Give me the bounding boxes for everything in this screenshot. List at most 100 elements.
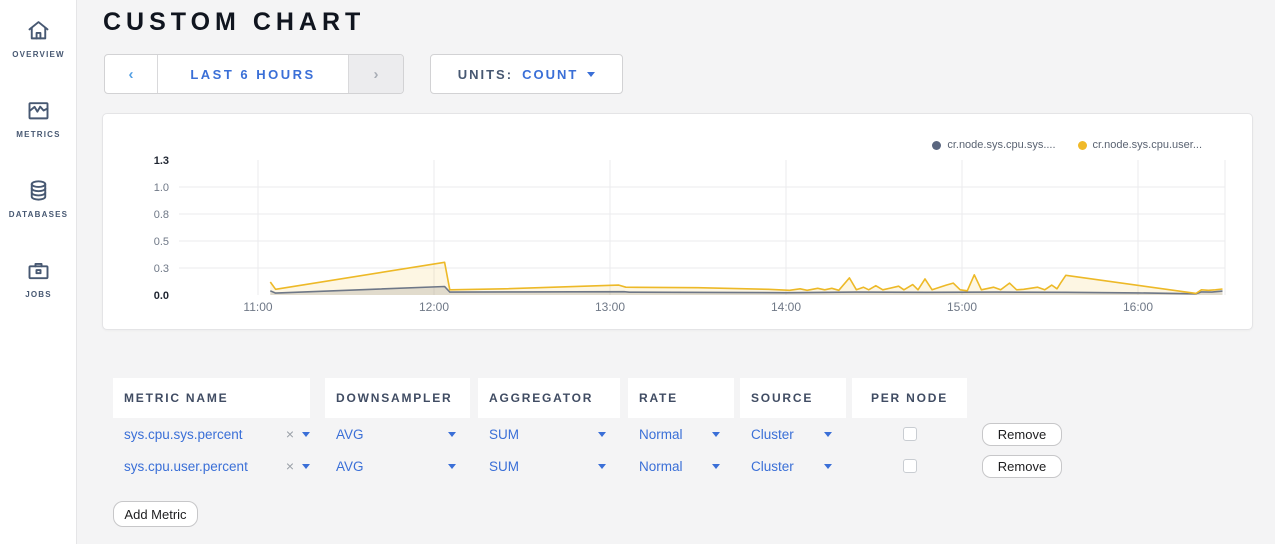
actions-cell: Remove: [982, 422, 1078, 446]
main-content: CUSTOM CHART ‹ LAST 6 HOURS › UNITS: COU…: [77, 0, 1275, 544]
downsampler-value: AVG: [336, 458, 364, 474]
chevron-down-icon: [712, 431, 720, 437]
column-header-rate: RATE: [628, 378, 734, 418]
source-select[interactable]: Cluster: [740, 459, 846, 474]
chevron-down-icon[interactable]: [302, 431, 310, 437]
column-header-downsampler: DOWNSAMPLER: [325, 378, 470, 418]
x-axis-tick-label: 13:00: [595, 300, 625, 314]
chevron-down-icon: [712, 463, 720, 469]
downsampler-select[interactable]: AVG: [325, 459, 470, 474]
aggregator-select[interactable]: SUM: [478, 459, 620, 474]
chevron-down-icon: [448, 431, 456, 437]
add-metric-button[interactable]: Add Metric: [113, 501, 198, 527]
sidebar-item-databases[interactable]: DATABASES: [0, 160, 77, 240]
x-axis-tick-label: 12:00: [419, 300, 449, 314]
page-title: CUSTOM CHART: [103, 8, 366, 36]
chevron-down-icon: [587, 71, 596, 77]
clear-metric-icon[interactable]: ×: [285, 426, 294, 442]
time-range-dropdown[interactable]: LAST 6 HOURS: [158, 55, 348, 93]
aggregator-select[interactable]: SUM: [478, 427, 620, 442]
y-axis-tick-label: 0.5: [154, 236, 169, 248]
chevron-down-icon: [598, 431, 606, 437]
legend-item-user[interactable]: cr.node.sys.cpu.user...: [1077, 139, 1202, 151]
per-node-checkbox[interactable]: [902, 427, 917, 441]
sidebar-item-jobs[interactable]: JOBS: [0, 240, 77, 320]
custom-chart-canvas: 11:00 12:00 13:00 14:00 15:00 16:00 0.0 0.3 0.5 0…: [154, 155, 1226, 314]
legend-item-sys[interactable]: cr.node.sys.cpu.sys....: [932, 139, 1056, 151]
actions-cell: Remove: [982, 454, 1078, 478]
chart-legend: cr.node.sys.cpu.sys.... cr.node.sys.cpu.…: [932, 139, 1202, 151]
source-value: Cluster: [751, 458, 794, 474]
per-node-cell: [852, 427, 967, 441]
sidebar-item-label: OVERVIEW: [12, 50, 65, 59]
briefcase-icon: [25, 257, 52, 284]
source-select[interactable]: Cluster: [740, 427, 846, 442]
chevron-left-icon: ‹: [128, 65, 134, 83]
downsampler-select[interactable]: AVG: [325, 427, 470, 442]
metrics-table: METRIC NAME DOWNSAMPLER AGGREGATOR RATE …: [113, 378, 1078, 482]
metric-name-value[interactable]: sys.cpu.user.percent: [124, 458, 248, 474]
metrics-graph-icon: [25, 97, 52, 124]
table-row: sys.cpu.user.percent × AVG SUM Normal Cl…: [113, 450, 1078, 482]
chevron-right-icon: ›: [373, 65, 379, 83]
column-header-metric-name: METRIC NAME: [113, 378, 310, 418]
x-axis-tick-label: 14:00: [771, 300, 801, 314]
time-range-next-button[interactable]: ›: [348, 55, 403, 93]
series-line-1: [269, 261, 1223, 295]
metrics-table-header: METRIC NAME DOWNSAMPLER AGGREGATOR RATE …: [113, 378, 1078, 418]
metric-name-cell: sys.cpu.sys.percent ×: [113, 426, 310, 442]
y-axis-tick-label: 1.3: [154, 155, 169, 167]
x-axis-tick-label: 15:00: [947, 300, 977, 314]
clear-metric-icon[interactable]: ×: [285, 458, 294, 474]
chevron-down-icon: [598, 463, 606, 469]
chevron-down-icon: [824, 431, 832, 437]
aggregator-value: SUM: [489, 426, 519, 442]
metric-name-value[interactable]: sys.cpu.sys.percent: [124, 426, 243, 442]
column-header-aggregator: AGGREGATOR: [478, 378, 620, 418]
column-header-per-node: PER NODE: [852, 378, 967, 418]
remove-metric-button[interactable]: Remove: [982, 454, 1062, 478]
sidebar-item-overview[interactable]: OVERVIEW: [0, 0, 77, 80]
per-node-checkbox[interactable]: [902, 459, 917, 473]
chevron-down-icon: [824, 463, 832, 469]
custom-chart-panel: cr.node.sys.cpu.sys.... cr.node.sys.cpu.…: [102, 113, 1253, 330]
y-axis-tick-label: 1.0: [154, 182, 169, 194]
units-dropdown[interactable]: UNITS: COUNT: [430, 54, 623, 94]
units-label: UNITS:: [457, 66, 514, 82]
rate-select[interactable]: Normal: [628, 427, 734, 442]
sidebar-item-metrics[interactable]: METRICS: [0, 80, 77, 160]
rate-value: Normal: [639, 426, 683, 442]
per-node-cell: [852, 459, 967, 473]
time-range-prev-button[interactable]: ‹: [105, 55, 158, 93]
metric-name-cell: sys.cpu.user.percent ×: [113, 458, 310, 474]
x-axis-tick-label: 11:00: [243, 300, 272, 314]
column-header-source: SOURCE: [740, 378, 846, 418]
home-icon: [25, 17, 52, 44]
database-icon: [25, 177, 52, 204]
legend-dot-sys: [932, 140, 942, 150]
sidebar-item-label: METRICS: [16, 130, 61, 139]
remove-metric-button[interactable]: Remove: [982, 422, 1062, 446]
legend-label: cr.node.sys.cpu.sys....: [947, 139, 1056, 151]
y-axis-tick-label: 0.3: [154, 263, 169, 275]
chevron-down-icon: [448, 463, 456, 469]
legend-dot-user: [1077, 140, 1087, 150]
downsampler-value: AVG: [336, 426, 364, 442]
source-value: Cluster: [751, 426, 794, 442]
aggregator-value: SUM: [489, 458, 519, 474]
series-area-1: [270, 262, 1223, 295]
table-row: sys.cpu.sys.percent × AVG SUM Normal Clu…: [113, 418, 1078, 450]
time-range-label: LAST 6 HOURS: [190, 66, 316, 82]
rate-value: Normal: [639, 458, 683, 474]
sidebar-item-label: JOBS: [25, 290, 52, 299]
y-axis-tick-label: 0.8: [154, 209, 169, 221]
y-axis-tick-label: 0.0: [154, 290, 169, 302]
legend-label: cr.node.sys.cpu.user...: [1092, 139, 1202, 151]
rate-select[interactable]: Normal: [628, 459, 734, 474]
sidebar: OVERVIEW METRICS DATABASES JOBS: [0, 0, 77, 544]
chevron-down-icon[interactable]: [302, 463, 310, 469]
time-range-selector: ‹ LAST 6 HOURS ›: [104, 54, 404, 94]
units-value: COUNT: [522, 66, 579, 82]
sidebar-item-label: DATABASES: [8, 210, 69, 219]
x-axis-tick-label: 16:00: [1123, 300, 1153, 314]
